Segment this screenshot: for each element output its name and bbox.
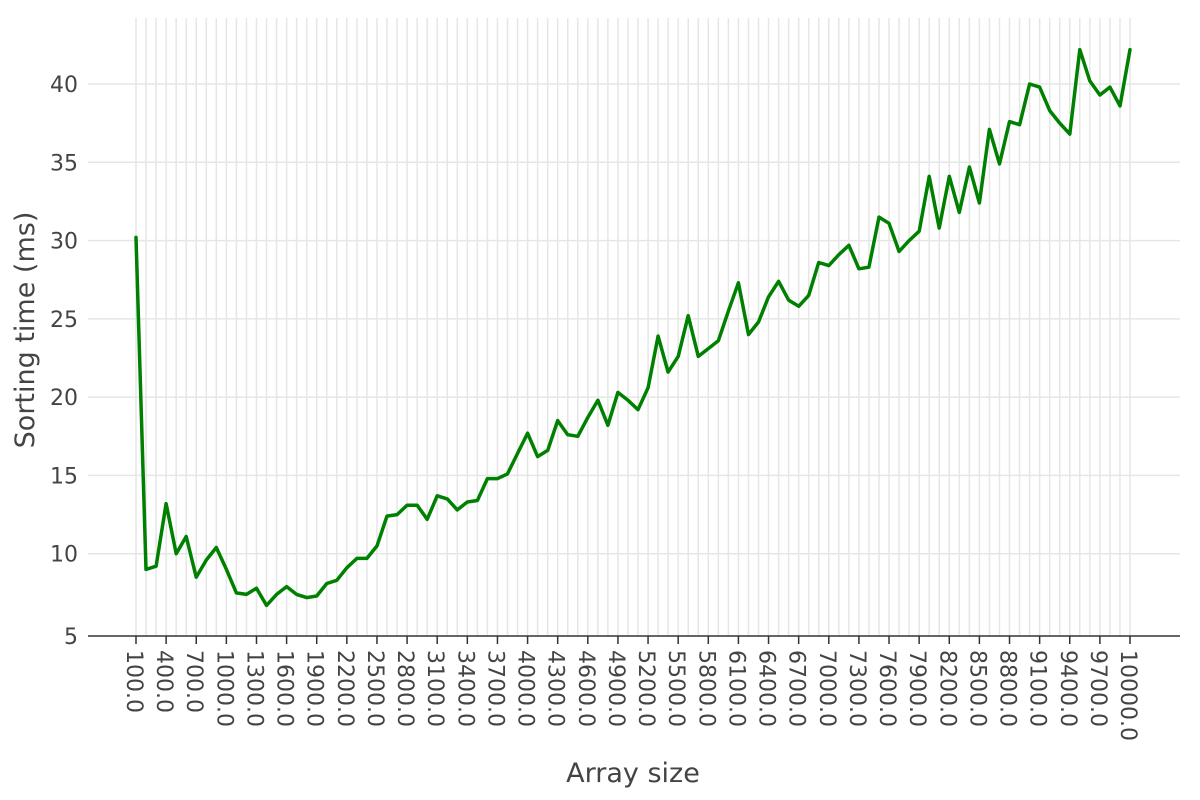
- x-tick-label: 4900.0: [603, 650, 628, 727]
- x-tick-label: 1600.0: [272, 650, 297, 727]
- x-axis-title: Array size: [566, 758, 700, 789]
- x-tick-label: 5500.0: [663, 650, 688, 727]
- x-tick-label: 100.0: [121, 650, 146, 713]
- y-tick-label: 40: [50, 73, 78, 98]
- x-tick-label: 9700.0: [1085, 650, 1110, 727]
- x-tick-label: 5800.0: [693, 650, 718, 727]
- x-tick-label: 8200.0: [934, 650, 959, 727]
- x-tick-label: 400.0: [151, 650, 176, 713]
- x-tick-label: 6700.0: [784, 650, 809, 727]
- y-tick-label: 25: [50, 308, 78, 333]
- x-tick-label: 8500.0: [964, 650, 989, 727]
- x-tick-label: 4300.0: [543, 650, 568, 727]
- axis-layer: 5 10 15 20 25 30 35 40 100.0 400.0 700.0 1000.0 1300…: [50, 73, 1180, 741]
- x-tick-label: 700.0: [181, 650, 206, 713]
- y-tick-label: 15: [50, 464, 78, 489]
- x-tick-label: 2500.0: [362, 650, 387, 727]
- x-tick-label: 7000.0: [814, 650, 839, 727]
- x-tick-label: 10000.0: [1115, 650, 1140, 741]
- y-tick-label: 30: [50, 230, 78, 255]
- x-tick-label: 7300.0: [844, 650, 869, 727]
- x-tick-label: 7900.0: [904, 650, 929, 727]
- x-tick-label: 2800.0: [392, 650, 417, 727]
- y-tick-label: 20: [50, 386, 78, 411]
- x-tick-label: 6400.0: [754, 650, 779, 727]
- y-tick-label: 5: [64, 625, 78, 650]
- x-tick-label: 4000.0: [513, 650, 538, 727]
- x-tick-label: 6100.0: [723, 650, 748, 727]
- y-axis-title: Sorting time (ms): [10, 212, 41, 449]
- x-tick-label: 3700.0: [482, 650, 507, 727]
- series-layer: [134, 47, 1132, 608]
- grid-layer: [88, 18, 1180, 636]
- x-tick-label: 9400.0: [1055, 650, 1080, 727]
- x-tick-label: 4600.0: [573, 650, 598, 727]
- x-tick-label: 3400.0: [452, 650, 477, 727]
- series-line: [134, 47, 1132, 608]
- x-tick-label: 5200.0: [633, 650, 658, 727]
- x-tick-label: 7600.0: [874, 650, 899, 727]
- y-tick-label: 35: [50, 151, 78, 176]
- x-tick-label: 9100.0: [1025, 650, 1050, 727]
- x-tick-label: 1300.0: [241, 650, 266, 727]
- y-tick-label: 10: [50, 543, 78, 568]
- x-tick-label: 2200.0: [332, 650, 357, 727]
- x-tick-label: 1900.0: [302, 650, 327, 727]
- x-tick-label: 3100.0: [422, 650, 447, 727]
- x-tick-label: 8800.0: [995, 650, 1020, 727]
- x-tick-label: 1000.0: [211, 650, 236, 727]
